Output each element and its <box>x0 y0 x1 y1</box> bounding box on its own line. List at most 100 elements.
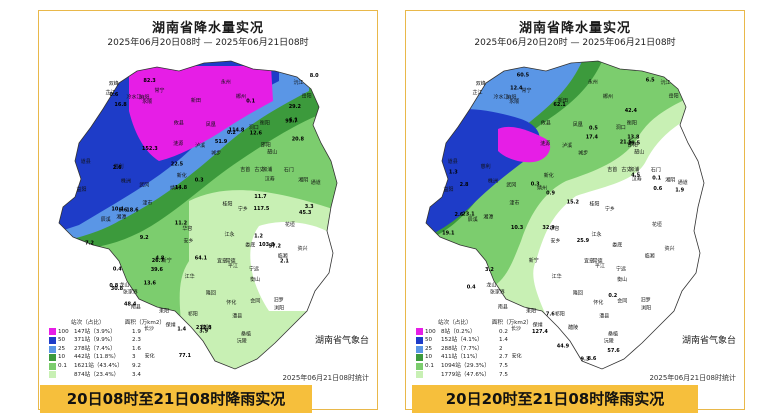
station-value: 11.7 <box>254 194 267 200</box>
place-label: 武冈 <box>139 181 149 188</box>
place-label: 澧县 <box>599 313 609 320</box>
place-label: 靖州 <box>170 185 180 192</box>
place-label: 株洲 <box>121 178 131 185</box>
station-value: 0.5 <box>589 126 598 132</box>
station-value: 21.5 <box>620 140 633 146</box>
place-label: 泸溪 <box>195 142 205 149</box>
station-value: 22.5 <box>171 161 184 167</box>
legend-header-stations: 站次（占比） <box>438 320 472 326</box>
station-value: 25.9 <box>577 238 590 244</box>
station-value: 152.3 <box>142 146 158 152</box>
place-label: 双峰 <box>109 80 119 87</box>
place-label: 辰溪 <box>101 216 111 223</box>
place-label: 常宁 <box>155 87 165 94</box>
station-value: 16.8 <box>114 102 127 108</box>
station-value: 23.1 <box>462 212 475 218</box>
station-value: 8.6 <box>588 356 597 362</box>
place-label: 永州 <box>221 79 231 86</box>
place-label: 澧县 <box>232 313 242 320</box>
legend-header-area: 面积（万km2） <box>124 320 165 326</box>
place-label: 耒阳 <box>159 308 169 315</box>
place-label: 石门 <box>284 166 294 173</box>
agency-label: 湖南省气象台 <box>681 336 736 346</box>
place-label: 怀化 <box>593 299 603 306</box>
station-value: 0.2 <box>227 130 236 136</box>
legend-row: 25 288站（7.7%） 2 <box>416 345 536 354</box>
place-label: 龙山 <box>119 282 129 289</box>
place-label: 常德 <box>226 258 236 265</box>
place-label: 桂阳 <box>223 200 233 207</box>
place-label: 武冈 <box>506 181 516 188</box>
station-value: 0.3 <box>531 182 540 188</box>
place-label: 永州 <box>588 79 598 86</box>
station-value: 4.8 <box>156 256 165 262</box>
legend-row: 100 8站（0.2%） 0.2 <box>416 328 536 337</box>
legend-area: 3.4 <box>132 371 141 378</box>
place-label: 醴陵 <box>201 324 211 331</box>
map-period: 2025年06月20日08时 — 2025年06月21日08时 <box>107 38 309 48</box>
legend-stations: 1779站（47.6%） <box>441 371 490 378</box>
station-value: 60.5 <box>517 73 530 79</box>
place-label: 涟源 <box>540 140 550 147</box>
place-label: 衡阳 <box>627 120 637 127</box>
place-label: 醴陵 <box>568 324 578 331</box>
place-label: 平江 <box>595 263 605 270</box>
place-label: 安化 <box>512 353 522 360</box>
station-value: 14.8 <box>175 185 188 191</box>
place-label: 衡山 <box>250 276 260 283</box>
place-label: 冷水江 <box>127 94 142 101</box>
legend-swatch <box>416 362 423 370</box>
place-label: 湘阴 <box>298 176 308 183</box>
place-label: 宜章 <box>584 257 594 264</box>
place-label: 溆浦 <box>629 166 639 173</box>
place-label: 湘潭 <box>116 214 126 221</box>
place-label: 长沙 <box>511 325 521 332</box>
place-label: 永顺 <box>509 98 519 105</box>
station-value: 0.8 <box>109 283 118 289</box>
legend-stations: 152站（4.1%） <box>441 337 483 344</box>
station-value: 32.9 <box>542 225 555 231</box>
place-label: 凤凰 <box>573 122 583 128</box>
legend-level: 10 <box>425 354 433 361</box>
place-label: 新化 <box>544 172 554 179</box>
legend-row: 1779站（47.6%） 7.5 <box>416 371 536 380</box>
place-label: 宁乡 <box>238 205 248 212</box>
place-label: 常宁 <box>522 87 532 94</box>
place-label: 冷水江 <box>494 94 509 101</box>
legend-swatch <box>416 371 423 379</box>
place-label: 攸县 <box>541 120 551 127</box>
statistics-stamp: 2025年06月21日08时统计 <box>282 374 369 382</box>
map-title: 湖南省降水量实况 <box>518 21 631 36</box>
station-value: 12.4 <box>510 85 523 91</box>
place-label: 湘潭 <box>483 214 493 221</box>
station-value: 93.7 <box>285 119 298 125</box>
station-value: 17.4 <box>586 135 599 141</box>
station-value: 127.4 <box>532 329 548 335</box>
legend-area: 1.4 <box>499 337 508 344</box>
station-value: 12.6 <box>250 130 263 136</box>
station-value: 3.9 <box>199 328 208 334</box>
legend-area: 2.3 <box>132 337 141 344</box>
station-value: 103.8 <box>259 242 275 248</box>
place-label: 江永 <box>225 231 235 238</box>
station-value: 8.0 <box>310 73 319 79</box>
place-label: 安乡 <box>551 237 561 244</box>
place-label: 常德 <box>593 258 603 265</box>
station-value: 19.1 <box>442 230 455 236</box>
station-value: 117.5 <box>254 206 270 212</box>
place-label: 洞口 <box>616 124 626 131</box>
place-label: 桑植 <box>241 330 251 337</box>
place-label: 张家界 <box>490 288 505 295</box>
place-label: 平江 <box>228 263 238 270</box>
legend-stations: 1094站（29.3%） <box>441 362 490 369</box>
place-label: 靖州 <box>537 185 547 192</box>
station-value: 13.8 <box>627 134 640 140</box>
station-value: 26.7 <box>152 258 165 264</box>
place-label: 道县 <box>448 158 458 165</box>
place-label: 新田 <box>558 97 568 104</box>
station-value: 77.1 <box>179 353 192 359</box>
place-label: 会同 <box>617 298 627 305</box>
place-label: 郴州 <box>603 93 613 100</box>
place-label: 祁阳 <box>555 310 565 317</box>
